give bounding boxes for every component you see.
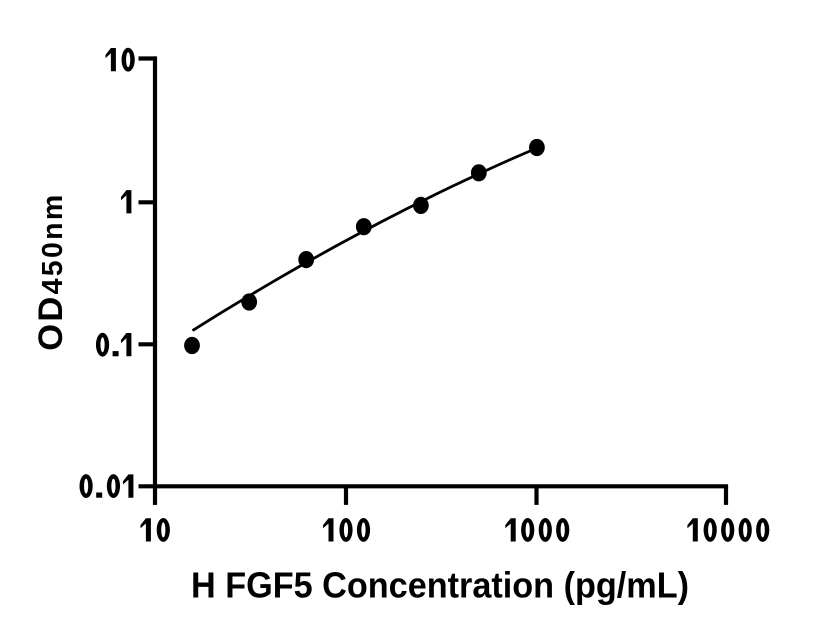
svg-text:OD450nm: OD450nm xyxy=(32,193,70,351)
svg-text:H FGF5 Concentration (pg/mL): H FGF5 Concentration (pg/mL) xyxy=(191,564,689,605)
